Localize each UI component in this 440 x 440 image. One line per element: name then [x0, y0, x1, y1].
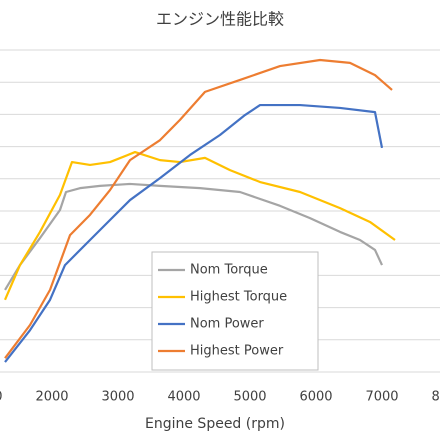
legend: Nom Torque Highest Torque Nom Power Highest… — [151, 251, 319, 371]
x-axis-title: Engine Speed (rpm) — [145, 416, 285, 432]
legend-label: Highest Torque — [190, 290, 287, 305]
chart-title: エンジン性能比較 — [156, 10, 284, 29]
x-tick-label: 8000 — [431, 390, 440, 405]
legend-label: Nom Torque — [190, 263, 268, 278]
series-line — [4, 182, 383, 291]
series-line — [4, 103, 384, 363]
x-tick-label: 5000 — [233, 390, 266, 405]
x-tick-label: 2000 — [35, 390, 68, 405]
legend-label: Highest Power — [190, 344, 284, 359]
x-tick-label: 4000 — [167, 390, 200, 405]
x-tick-label: 7000 — [365, 390, 398, 405]
x-tick-label: 3000 — [101, 390, 134, 405]
series-line — [3, 150, 396, 301]
series-line — [4, 58, 393, 359]
x-tick-label: 6000 — [299, 390, 332, 405]
x-tick-label: 1000 — [0, 390, 3, 405]
legend-label: Nom Power — [190, 317, 264, 332]
